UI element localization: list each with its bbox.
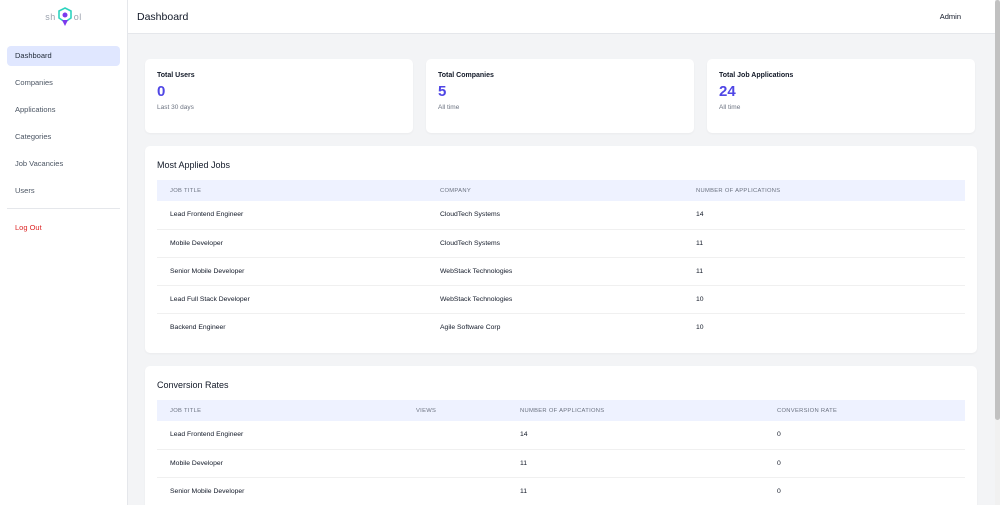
table-row: Lead Full Stack Developer WebStack Techn… bbox=[157, 285, 965, 314]
sidebar: sh ol Dashboard Companies Applications C… bbox=[0, 0, 128, 505]
table-row: Mobile Developer 11 0 bbox=[157, 449, 965, 478]
top-bar: Dashboard Admin bbox=[128, 0, 995, 34]
cell-conversion-rate: 0 bbox=[764, 449, 965, 478]
table-row: Senior Mobile Developer 11 0 bbox=[157, 477, 965, 505]
cell-applications: 11 bbox=[683, 229, 965, 258]
column-header-applications: NUMBER OF APPLICATIONS bbox=[696, 187, 781, 194]
cell-job-title: Lead Frontend Engineer bbox=[157, 201, 427, 230]
cell-job-title: Mobile Developer bbox=[157, 229, 427, 258]
cell-applications: 14 bbox=[683, 201, 965, 230]
cell-job-title: Senior Mobile Developer bbox=[157, 257, 427, 286]
logout-button[interactable]: Log Out bbox=[15, 223, 42, 232]
column-header-job-title: JOB TITLE bbox=[170, 407, 202, 414]
stats-row: Total Users 0 Last 30 days Total Compani… bbox=[145, 59, 977, 133]
table-row: Mobile Developer CloudTech Systems 11 bbox=[157, 229, 965, 258]
column-header-conversion-rate: CONVERSION RATE bbox=[777, 407, 838, 414]
sidebar-item-categories[interactable]: Categories bbox=[15, 132, 52, 141]
cell-views bbox=[403, 477, 507, 505]
logo-text-right: ol bbox=[73, 12, 82, 22]
stat-card-total-users: Total Users 0 Last 30 days bbox=[145, 59, 413, 133]
cell-company: Agile Software Corp bbox=[440, 323, 501, 331]
stat-value: 5 bbox=[438, 83, 447, 100]
cell-company: CloudTech Systems bbox=[427, 201, 683, 230]
cell-applications: 10 bbox=[683, 285, 965, 314]
most-applied-jobs-card: Most Applied Jobs JOB TITLE COMPANY NUMB… bbox=[145, 146, 977, 353]
cell-conversion-rate: 0 bbox=[777, 487, 781, 495]
cell-job-title: Mobile Developer bbox=[157, 449, 403, 478]
main-content: Total Users 0 Last 30 days Total Compani… bbox=[145, 59, 977, 505]
column-header-views: VIEWS bbox=[416, 407, 437, 414]
table-row: Senior Mobile Developer WebStack Technol… bbox=[157, 257, 965, 286]
cell-company: CloudTech Systems bbox=[427, 229, 683, 258]
stat-card-total-job-applications: Total Job Applications 24 All time bbox=[707, 59, 975, 133]
cell-job-title: Backend Engineer bbox=[170, 323, 226, 331]
cell-conversion-rate: 0 bbox=[764, 421, 965, 450]
stat-subtext: Last 30 days bbox=[157, 104, 194, 111]
sidebar-nav: Dashboard Companies Applications Categor… bbox=[0, 46, 127, 238]
cell-company: WebStack Technologies bbox=[427, 285, 683, 314]
table-row: Lead Frontend Engineer 14 0 bbox=[157, 421, 965, 450]
cell-job-title: Lead Frontend Engineer bbox=[157, 421, 403, 450]
column-header-applications: NUMBER OF APPLICATIONS bbox=[520, 407, 605, 414]
cell-company: WebStack Technologies bbox=[427, 257, 683, 286]
scrollbar[interactable] bbox=[995, 0, 1000, 505]
stat-value: 0 bbox=[157, 83, 166, 100]
cell-applications: 14 bbox=[507, 421, 764, 450]
cell-job-title: Senior Mobile Developer bbox=[170, 487, 245, 495]
column-header-company: COMPANY bbox=[440, 187, 471, 194]
sidebar-item-job-vacancies[interactable]: Job Vacancies bbox=[15, 159, 64, 168]
page-title: Dashboard bbox=[137, 10, 189, 23]
table-header-row: JOB TITLE VIEWS NUMBER OF APPLICATIONS C… bbox=[157, 400, 965, 421]
most-applied-jobs-table: JOB TITLE COMPANY NUMBER OF APPLICATIONS… bbox=[157, 180, 965, 341]
sidebar-item-applications[interactable]: Applications bbox=[15, 105, 56, 114]
scrollbar-thumb[interactable] bbox=[995, 0, 1000, 420]
logo[interactable]: sh ol bbox=[0, 0, 127, 34]
sidebar-item-users[interactable]: Users bbox=[15, 186, 35, 195]
cell-applications: 11 bbox=[520, 487, 528, 495]
stat-subtext: All time bbox=[719, 104, 741, 111]
sidebar-item-companies[interactable]: Companies bbox=[15, 78, 53, 87]
stat-card-total-companies: Total Companies 5 All time bbox=[426, 59, 694, 133]
column-header-job-title: JOB TITLE bbox=[170, 187, 202, 194]
cell-views bbox=[403, 449, 507, 478]
sidebar-item-dashboard[interactable]: Dashboard bbox=[7, 46, 120, 66]
stat-label: Total Companies bbox=[438, 72, 494, 79]
cell-job-title: Lead Full Stack Developer bbox=[157, 285, 427, 314]
table-header-row: JOB TITLE COMPANY NUMBER OF APPLICATIONS bbox=[157, 180, 965, 201]
stat-label: Total Job Applications bbox=[719, 72, 794, 79]
stat-value: 24 bbox=[719, 83, 736, 100]
cell-applications: 10 bbox=[696, 323, 704, 331]
sidebar-divider bbox=[7, 208, 120, 209]
stat-label: Total Users bbox=[157, 72, 195, 79]
section-title: Conversion Rates bbox=[157, 380, 229, 390]
stat-subtext: All time bbox=[438, 104, 460, 111]
table-row: Lead Frontend Engineer CloudTech Systems… bbox=[157, 201, 965, 230]
table-row: Backend Engineer Agile Software Corp 10 bbox=[157, 313, 965, 341]
section-title: Most Applied Jobs bbox=[157, 160, 231, 170]
cell-applications: 11 bbox=[683, 257, 965, 286]
logo-text-left: sh bbox=[45, 12, 56, 22]
cell-views bbox=[403, 421, 507, 450]
user-menu[interactable]: Admin bbox=[939, 12, 961, 21]
conversion-rates-card: Conversion Rates JOB TITLE VIEWS NUMBER … bbox=[145, 366, 977, 505]
conversion-rates-table: JOB TITLE VIEWS NUMBER OF APPLICATIONS C… bbox=[157, 400, 965, 505]
cell-applications: 11 bbox=[507, 449, 764, 478]
logo-icon bbox=[57, 7, 72, 26]
